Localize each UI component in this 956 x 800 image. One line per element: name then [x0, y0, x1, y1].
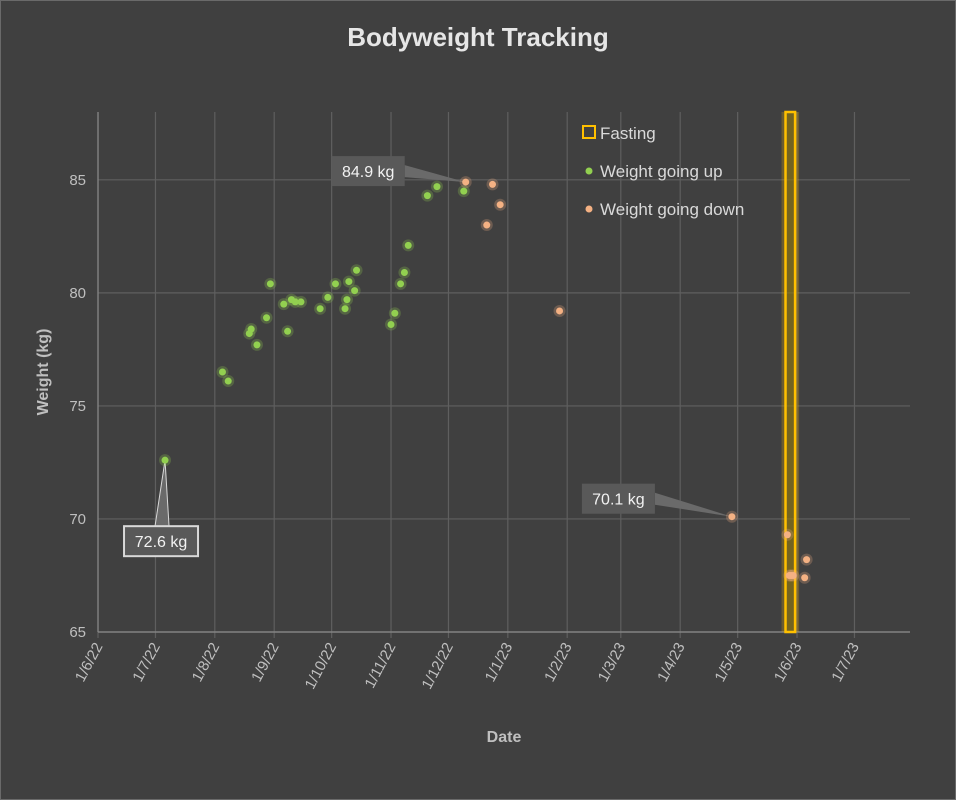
- point-weight-down: [789, 571, 797, 579]
- legend: Fasting Weight going up Weight going dow…: [582, 124, 744, 219]
- point-weight-up: [353, 266, 361, 274]
- x-tick-label: 1/11/22: [362, 640, 400, 691]
- point-weight-up: [266, 280, 274, 288]
- point-weight-up: [263, 314, 271, 322]
- point-weight-down: [556, 307, 564, 315]
- y-tick-label: 70: [69, 511, 86, 528]
- point-weight-down: [801, 574, 809, 582]
- chart-title: Bodyweight Tracking: [347, 22, 609, 52]
- point-weight-down: [728, 513, 736, 521]
- x-tick-label: 1/9/22: [248, 640, 283, 685]
- point-weight-up: [423, 192, 431, 200]
- fasting-period: [784, 110, 797, 634]
- callout-pointer: [654, 492, 732, 517]
- point-weight-up: [341, 305, 349, 313]
- point-weight-up: [324, 293, 332, 301]
- point-weight-up: [247, 325, 255, 333]
- point-weight-up: [391, 309, 399, 317]
- callouts: 72.6 kg 84.9 kg 70.1 kg: [123, 156, 732, 558]
- x-tick-label: 1/1/23: [482, 640, 517, 685]
- tick-labels: 65 70 75 80 85 1/6/22 1/7/22 1/8/22 1/9/22 1/10/2…: [69, 172, 863, 692]
- point-weight-up: [224, 377, 232, 385]
- legend-down-label: Weight going down: [600, 200, 744, 219]
- point-weight-down: [803, 556, 811, 564]
- x-tick-label: 1/10/22: [302, 640, 341, 692]
- x-tick-label: 1/2/23: [541, 640, 576, 685]
- point-weight-up: [343, 296, 351, 304]
- legend-down-marker: [585, 205, 593, 213]
- callout-box: [123, 525, 200, 558]
- callout-box: [581, 483, 655, 514]
- legend-fasting-label: Fasting: [600, 124, 656, 143]
- callout-box: [331, 156, 405, 187]
- point-weight-up: [433, 183, 441, 191]
- point-weight-up: [161, 456, 169, 464]
- x-tick-label: 1/4/23: [654, 640, 689, 685]
- y-tick-label: 75: [69, 398, 86, 415]
- legend-fasting-swatch: [582, 125, 596, 139]
- y-tick-label: 65: [69, 624, 86, 641]
- point-weight-up: [297, 298, 305, 306]
- callout-label: 70.1 kg: [592, 492, 644, 509]
- point-weight-down: [489, 180, 497, 188]
- point-weight-up: [253, 341, 261, 349]
- callout-label: 72.6 kg: [135, 534, 187, 551]
- point-weight-up: [397, 280, 405, 288]
- data-points: [159, 176, 813, 584]
- point-weight-down: [462, 178, 470, 186]
- x-tick-label: 1/7/23: [828, 640, 863, 685]
- point-weight-up: [280, 300, 288, 308]
- x-axis-title: Date: [487, 729, 522, 746]
- fasting-band: [781, 110, 800, 634]
- point-weight-down: [496, 201, 504, 209]
- callout-label: 84.9 kg: [342, 164, 394, 181]
- point-weight-down: [783, 531, 791, 539]
- x-tick-label: 1/3/23: [595, 640, 630, 685]
- legend-up-label: Weight going up: [600, 162, 723, 181]
- x-tick-label: 1/6/23: [771, 640, 806, 685]
- point-weight-up: [291, 298, 299, 306]
- point-weight-up: [331, 280, 339, 288]
- point-weight-up: [387, 321, 395, 329]
- x-tick-label: 1/6/22: [72, 640, 107, 685]
- y-tick-label: 80: [69, 285, 86, 302]
- point-weight-up: [460, 187, 468, 195]
- point-weight-up: [400, 269, 408, 277]
- point-weight-down: [483, 221, 491, 229]
- y-axis-title: Weight (kg): [35, 329, 52, 416]
- x-tick-label: 1/8/22: [189, 640, 224, 685]
- x-tick-label: 1/5/23: [712, 640, 747, 685]
- point-weight-up: [218, 368, 226, 376]
- point-weight-up: [284, 327, 292, 335]
- callout-pointer: [404, 165, 466, 183]
- point-weight-up: [351, 287, 359, 295]
- callout-pointer: [154, 460, 170, 527]
- x-tick-label: 1/12/22: [418, 640, 457, 692]
- point-weight-up: [345, 278, 353, 286]
- point-weight-up: [404, 241, 412, 249]
- y-tick-label: 85: [69, 172, 86, 189]
- legend-up-marker: [585, 167, 593, 175]
- x-tick-label: 1/7/22: [129, 640, 164, 685]
- point-weight-up: [316, 305, 324, 313]
